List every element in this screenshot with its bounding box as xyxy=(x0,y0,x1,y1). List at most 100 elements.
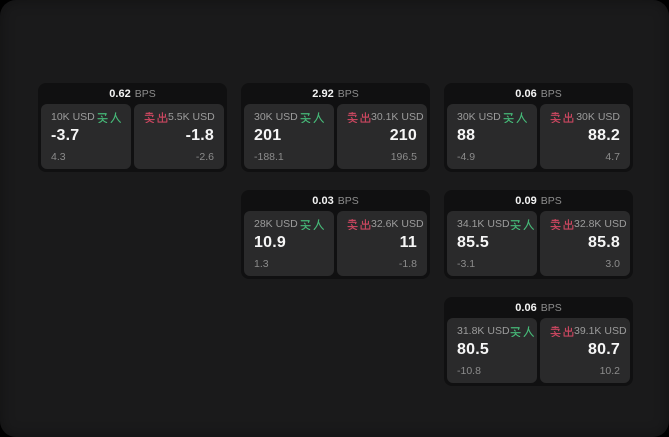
quote-card: 0.06 BPS 31.8K USD xyxy=(444,297,633,386)
sell-side-label xyxy=(550,219,574,230)
quote-panels: 34.1K USD xyxy=(444,211,633,279)
buy-side-label xyxy=(97,112,121,123)
spread-unit: BPS xyxy=(540,301,562,314)
sell-side-label xyxy=(347,112,371,123)
sell-side-label xyxy=(144,112,168,123)
buy-delta: 4.3 xyxy=(51,150,66,163)
buy-panel[interactable]: 30K USD xyxy=(244,104,334,169)
sell-panel-top: 39.1K USD xyxy=(550,326,627,337)
sell-delta: 10.2 xyxy=(599,364,620,377)
sell-size: 32.6K USD xyxy=(371,218,424,231)
sell-delta: 4.7 xyxy=(605,150,620,163)
sell-price: 210 xyxy=(389,127,417,144)
buy-size: 30K USD xyxy=(457,111,501,124)
card-header: 0.09 BPS xyxy=(444,190,633,211)
buy-side-label xyxy=(300,112,324,123)
spread-unit: BPS xyxy=(134,87,156,100)
quote-panels: 30K USD xyxy=(241,104,430,172)
buy-size: 28K USD xyxy=(254,218,298,231)
sell-panel-top: 30K USD xyxy=(550,112,620,123)
sell-glyph-icon xyxy=(347,112,371,123)
buy-price: 201 xyxy=(254,127,282,144)
buy-panel[interactable]: 31.8K USD xyxy=(447,318,537,383)
sell-price: 11 xyxy=(399,234,417,251)
card-header: 2.92 BPS xyxy=(241,83,430,104)
buy-glyph-icon xyxy=(97,112,121,123)
quote-card: 2.92 BPS 30K USD xyxy=(241,83,430,172)
quote-card: 0.03 BPS 28K USD xyxy=(241,190,430,279)
spread-value: 0.09 xyxy=(515,194,537,207)
buy-side-label xyxy=(509,326,534,337)
buy-price: 80.5 xyxy=(457,341,489,358)
sell-size: 39.1K USD xyxy=(574,325,627,338)
sell-panel-top: 32.6K USD xyxy=(347,219,424,230)
buy-glyph-icon xyxy=(300,112,324,123)
buy-panel-top: 30K USD xyxy=(457,112,527,123)
buy-price: -3.7 xyxy=(51,127,80,144)
sell-glyph-icon xyxy=(550,219,574,230)
buy-side-label xyxy=(509,219,534,230)
buy-glyph-icon xyxy=(300,219,324,230)
sell-panel[interactable]: 5.5K USD -1.8 -2.6 xyxy=(134,104,224,169)
sell-size: 30K USD xyxy=(576,111,620,124)
sell-glyph-icon xyxy=(550,112,574,123)
buy-price: 10.9 xyxy=(254,234,286,251)
quote-panels: 28K USD xyxy=(241,211,430,279)
sell-panel-top: 32.8K USD xyxy=(550,219,627,230)
buy-delta: -3.1 xyxy=(457,257,476,270)
buy-size: 30K USD xyxy=(254,111,298,124)
sell-size: 5.5K USD xyxy=(168,111,215,124)
sell-delta: -2.6 xyxy=(195,150,214,163)
sell-panel-top: 5.5K USD xyxy=(144,111,215,124)
buy-glyph-icon xyxy=(509,219,534,230)
sell-price: 85.8 xyxy=(588,234,620,251)
spread-value: 0.62 xyxy=(109,87,131,100)
buy-glyph-icon xyxy=(503,112,527,123)
spread-unit: BPS xyxy=(337,194,359,207)
spread-unit: BPS xyxy=(540,87,562,100)
buy-panel-top: 30K USD xyxy=(254,112,324,123)
buy-panel[interactable]: 30K USD xyxy=(447,104,537,169)
sell-delta: -1.8 xyxy=(398,257,417,270)
sell-panel[interactable]: 32.6K USD 11 -1.8 xyxy=(337,211,427,276)
sell-side-label xyxy=(347,219,371,230)
spread-value: 0.06 xyxy=(515,87,537,100)
spread-value: 0.06 xyxy=(515,301,537,314)
sell-side-label xyxy=(550,326,574,337)
buy-panel[interactable]: 34.1K USD xyxy=(447,211,537,276)
buy-size: 31.8K USD xyxy=(457,325,510,338)
sell-delta: 196.5 xyxy=(390,150,417,163)
sell-panel[interactable]: 32.8K USD 85.8 3.0 xyxy=(540,211,630,276)
spread-value: 0.03 xyxy=(312,194,334,207)
quote-panels: 10K USD xyxy=(38,104,227,172)
sell-panel-top: 30.1K USD xyxy=(347,112,424,123)
sell-delta: 3.0 xyxy=(605,257,620,270)
buy-size: 10K USD xyxy=(51,111,95,124)
spread-unit: BPS xyxy=(540,194,562,207)
sell-glyph-icon xyxy=(347,219,371,230)
sell-panel[interactable]: 30K USD 88.2 4.7 xyxy=(540,104,630,169)
quote-card: 0.06 BPS 30K USD xyxy=(444,83,633,172)
sell-panel[interactable]: 39.1K USD 80.7 10.2 xyxy=(540,318,630,383)
card-header: 0.03 BPS xyxy=(241,190,430,211)
buy-delta: 1.3 xyxy=(254,257,269,270)
sell-glyph-icon xyxy=(144,112,168,123)
spread-unit: BPS xyxy=(337,87,359,100)
card-header: 0.06 BPS xyxy=(444,297,633,318)
quote-card: 0.62 BPS 10K USD xyxy=(38,83,227,172)
buy-panel[interactable]: 10K USD xyxy=(41,104,131,169)
buy-price: 85.5 xyxy=(457,234,489,251)
buy-delta: -10.8 xyxy=(457,364,481,377)
buy-panel-top: 31.8K USD xyxy=(457,325,534,338)
buy-panel[interactable]: 28K USD xyxy=(244,211,334,276)
sell-price: 80.7 xyxy=(588,341,620,358)
sell-price: -1.8 xyxy=(185,127,214,144)
card-header: 0.06 BPS xyxy=(444,83,633,104)
quote-card: 0.09 BPS 34.1K USD xyxy=(444,190,633,279)
buy-side-label xyxy=(300,219,324,230)
buy-panel-top: 10K USD xyxy=(51,112,121,123)
buy-panel-top: 34.1K USD xyxy=(457,219,534,230)
buy-panel-top: 28K USD xyxy=(254,219,324,230)
sell-panel[interactable]: 30.1K USD 210 196.5 xyxy=(337,104,427,169)
